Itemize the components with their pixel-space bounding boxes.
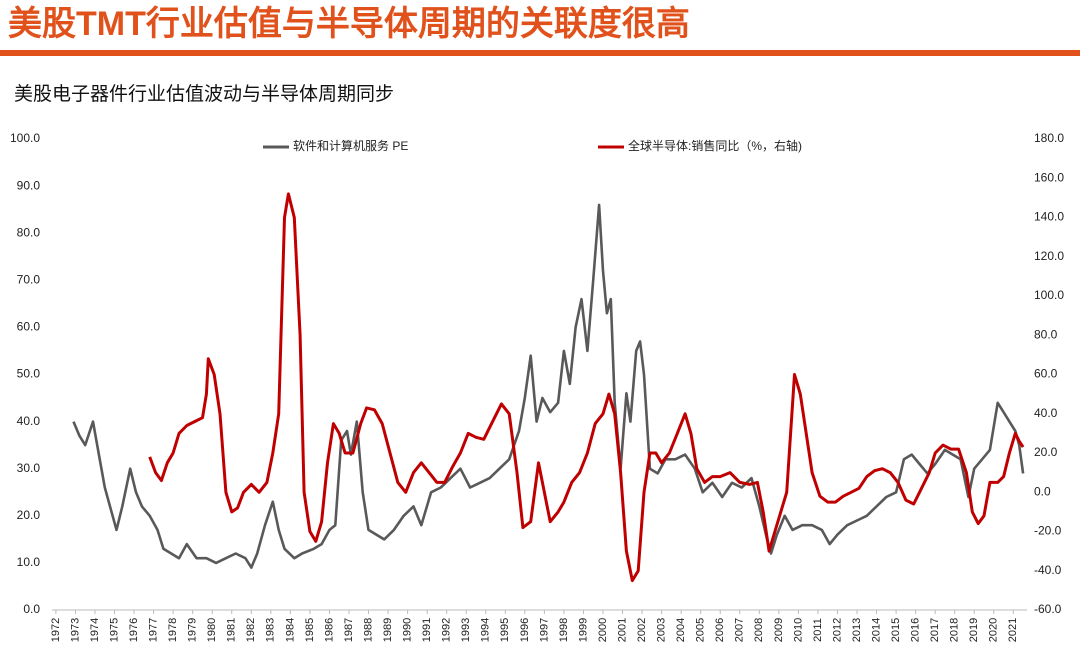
x-tick-label: 2017	[929, 618, 941, 642]
x-tick-label: 2006	[714, 618, 726, 642]
x-tick-label: 2019	[968, 618, 980, 642]
x-tick-label: 2014	[870, 618, 882, 642]
x-tick-label: 1980	[206, 618, 218, 642]
x-tick-label: 1985	[304, 618, 316, 642]
x-tick-label: 2009	[773, 618, 785, 642]
legend-label: 全球半导体:销售同比（%，右轴)	[628, 138, 802, 153]
chart-title: 美股TMT行业估值与半导体周期的关联度很高	[8, 5, 690, 43]
y2-tick-label: -20.0	[1034, 524, 1062, 538]
x-tick-label: 2012	[831, 618, 843, 642]
y2-tick-label: 0.0	[1034, 484, 1051, 498]
y-tick-label: 100.0	[10, 131, 40, 145]
x-tick-label: 1992	[441, 618, 453, 642]
x-tick-label: 2003	[656, 618, 668, 642]
x-tick-label: 1987	[343, 618, 355, 642]
y-tick-label: 80.0	[17, 225, 41, 239]
series-line	[72, 203, 1025, 569]
x-tick-label: 1977	[148, 618, 160, 642]
y-tick-label: 30.0	[17, 461, 41, 475]
y-tick-label: 0.0	[23, 602, 40, 616]
x-tick-label: 1993	[460, 618, 472, 642]
x-tick-label: 1997	[538, 618, 550, 642]
y-tick-label: 10.0	[17, 555, 41, 569]
y2-tick-label: -60.0	[1034, 602, 1062, 616]
title-rule	[0, 50, 1080, 56]
y-tick-label: 40.0	[17, 414, 41, 428]
x-tick-label: 1991	[421, 618, 433, 642]
x-tick-label: 1990	[402, 618, 414, 642]
x-tick-label: 1975	[108, 618, 120, 642]
x-tick-label: 1994	[480, 618, 492, 642]
x-tick-label: 2001	[616, 618, 628, 642]
x-tick-label: 2021	[1007, 618, 1019, 642]
legend-label: 软件和计算机服务 PE	[293, 138, 408, 153]
y2-tick-label: 120.0	[1034, 249, 1064, 263]
x-tick-label: 2002	[636, 618, 648, 642]
x-tick-label: 1999	[577, 618, 589, 642]
x-tick-label: 2008	[753, 618, 765, 642]
y2-tick-label: 60.0	[1034, 367, 1058, 381]
y-tick-label: 50.0	[17, 367, 41, 381]
x-tick-label: 1998	[558, 618, 570, 642]
x-tick-label: 2015	[890, 618, 902, 642]
y-tick-label: 20.0	[17, 508, 41, 522]
x-tick-label: 2016	[910, 618, 922, 642]
x-tick-label: 1973	[69, 618, 81, 642]
y-tick-label: 90.0	[17, 178, 41, 192]
y2-tick-label: 160.0	[1034, 170, 1064, 184]
x-tick-label: 1978	[167, 618, 179, 642]
x-tick-label: 2007	[734, 618, 746, 642]
x-tick-label: 2004	[675, 618, 687, 642]
x-tick-label: 1989	[382, 618, 394, 642]
y-tick-label: 70.0	[17, 272, 41, 286]
x-tick-label: 1986	[323, 618, 335, 642]
y2-tick-label: 140.0	[1034, 210, 1064, 224]
x-tick-label: 2010	[792, 618, 804, 642]
x-tick-label: 1974	[89, 618, 101, 642]
x-tick-label: 2020	[988, 618, 1000, 642]
x-tick-label: 2005	[695, 618, 707, 642]
x-tick-label: 1972	[50, 618, 62, 642]
x-tick-label: 2013	[851, 618, 863, 642]
y2-tick-label: 20.0	[1034, 445, 1058, 459]
x-tick-label: 1976	[128, 618, 140, 642]
y2-tick-label: 40.0	[1034, 406, 1058, 420]
y2-tick-label: 100.0	[1034, 288, 1064, 302]
x-tick-label: 2011	[812, 618, 824, 642]
x-tick-label: 1988	[362, 618, 374, 642]
x-tick-label: 2018	[949, 618, 961, 642]
x-tick-label: 1984	[284, 618, 296, 642]
y-tick-label: 60.0	[17, 320, 41, 334]
series-line	[148, 192, 1025, 583]
y2-tick-label: 180.0	[1034, 131, 1064, 145]
x-tick-label: 1995	[499, 618, 511, 642]
y2-tick-label: -40.0	[1034, 563, 1062, 577]
x-tick-label: 1996	[519, 618, 531, 642]
chart-subtitle: 美股电子器件行业估值波动与半导体周期同步	[14, 83, 394, 105]
x-tick-label: 2000	[597, 618, 609, 642]
x-tick-label: 1981	[226, 618, 238, 642]
x-tick-label: 1982	[245, 618, 257, 642]
x-tick-label: 1983	[265, 618, 277, 642]
y2-tick-label: 80.0	[1034, 327, 1058, 341]
x-tick-label: 1979	[187, 618, 199, 642]
